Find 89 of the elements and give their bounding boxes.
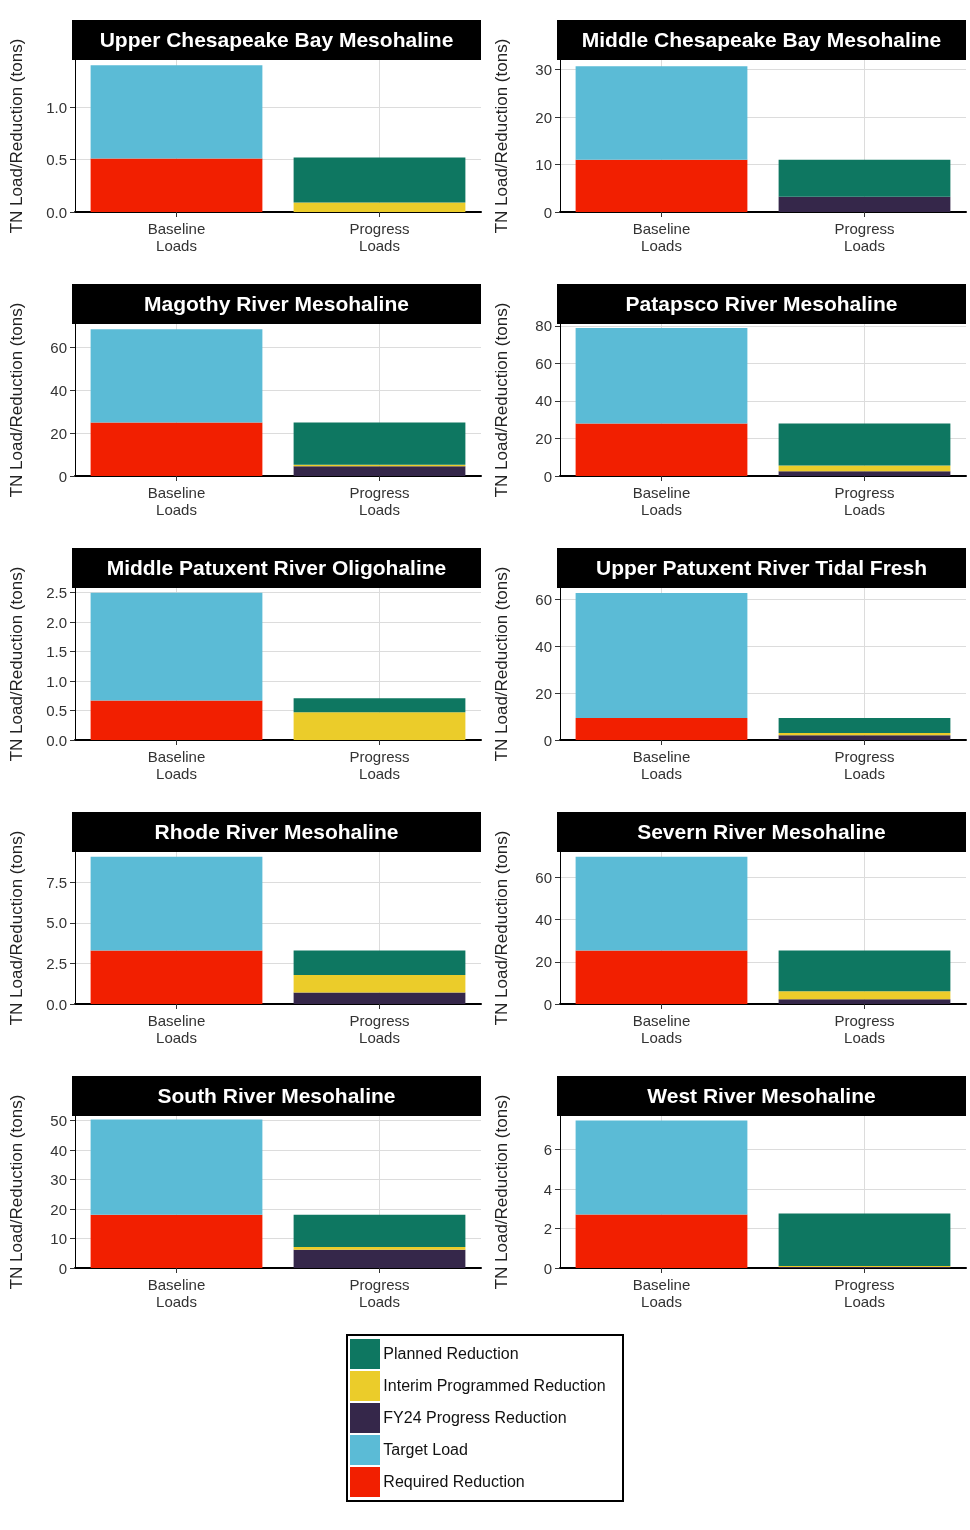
- chart-title: Patapsco River Mesohaline: [557, 284, 966, 324]
- y-tick-label: 50: [50, 1112, 67, 1130]
- y-axis-title: TN Load/Reduction (tons): [7, 1094, 26, 1290]
- y-tick-label: 40: [535, 911, 552, 929]
- x-tick-label: Baseline Loads: [632, 1012, 691, 1046]
- legend-label: FY24 Progress Reduction: [383, 1409, 567, 1427]
- y-tick-label: 0: [58, 467, 67, 485]
- x-tick-label: Baseline Loads: [632, 484, 691, 518]
- x-tick-label: Progress Loads: [349, 1012, 410, 1046]
- y-tick-label: 60: [535, 354, 552, 372]
- y-tick-label: 2.5: [46, 584, 67, 602]
- y-tick-label: 0: [543, 467, 552, 485]
- y-tick-label: 0: [58, 1259, 67, 1277]
- y-tick-label: 0: [543, 731, 552, 749]
- x-tick-label: Progress Loads: [834, 220, 895, 254]
- x-tick-label: Baseline Loads: [632, 220, 691, 254]
- y-axis-title: TN Load/Reduction (tons): [492, 566, 511, 762]
- y-tick-label: 40: [50, 381, 67, 399]
- x-tick-label: Baseline Loads: [632, 1276, 691, 1310]
- x-tick-label: Baseline Loads: [147, 1276, 206, 1310]
- y-tick-label: 6: [543, 1141, 552, 1159]
- y-tick-label: 20: [535, 108, 552, 126]
- x-tick-label: Baseline Loads: [147, 748, 206, 782]
- legend-label: Required Reduction: [383, 1473, 525, 1491]
- y-tick-label: 4: [543, 1180, 552, 1198]
- x-tick-label: Baseline Loads: [147, 484, 206, 518]
- y-tick-label: 30: [535, 61, 552, 78]
- y-tick-label: 40: [535, 392, 552, 410]
- chart-title: Upper Patuxent River Tidal Fresh: [557, 548, 966, 588]
- y-tick-label: 10: [535, 156, 552, 173]
- x-tick-label: Progress Loads: [349, 1276, 410, 1310]
- x-tick-label: Progress Loads: [834, 748, 895, 782]
- y-tick-label: 80: [535, 317, 552, 335]
- y-axis-title: TN Load/Reduction (tons): [7, 566, 26, 762]
- y-tick-label: 5.0: [46, 914, 67, 932]
- y-axis-title: TN Load/Reduction (tons): [492, 302, 511, 498]
- chart-title: Upper Chesapeake Bay Mesohaline: [72, 20, 481, 60]
- y-tick-label: 20: [535, 429, 552, 447]
- y-tick-label: 7.5: [46, 873, 67, 891]
- chart-title: Rhode River Mesohaline: [72, 812, 481, 852]
- y-tick-label: 20: [535, 953, 552, 971]
- y-tick-label: 2: [543, 1220, 552, 1238]
- y-tick-label: 1.5: [46, 643, 67, 661]
- x-tick-label: Progress Loads: [349, 220, 410, 254]
- y-axis-title: TN Load/Reduction (tons): [7, 830, 26, 1026]
- chart-title: West River Mesohaline: [557, 1076, 966, 1116]
- y-tick-label: 20: [50, 1200, 67, 1218]
- legend-label: Target Load: [383, 1441, 468, 1459]
- chart-title: Severn River Mesohaline: [557, 812, 966, 852]
- x-tick-label: Progress Loads: [834, 1276, 895, 1310]
- chart-title: Middle Patuxent River Oligohaline: [72, 548, 481, 588]
- x-tick-label: Progress Loads: [349, 748, 410, 782]
- x-tick-label: Baseline Loads: [632, 748, 691, 782]
- chart-title: South River Mesohaline: [72, 1076, 481, 1116]
- y-tick-label: 60: [535, 591, 552, 609]
- legend-label: Planned Reduction: [383, 1345, 519, 1363]
- y-axis-title: TN Load/Reduction (tons): [492, 830, 511, 1026]
- x-tick-label: Progress Loads: [834, 484, 895, 518]
- chart-title: Middle Chesapeake Bay Mesohaline: [557, 20, 966, 60]
- legend-label: Interim Programmed Reduction: [383, 1377, 606, 1395]
- x-tick-label: Progress Loads: [834, 1012, 895, 1046]
- y-tick-label: 0.0: [46, 203, 67, 221]
- y-tick-label: 2.5: [46, 954, 67, 972]
- y-tick-label: 30: [50, 1171, 67, 1189]
- y-tick-label: 1.0: [46, 672, 67, 690]
- y-axis-title: TN Load/Reduction (tons): [7, 38, 26, 234]
- y-axis-title: TN Load/Reduction (tons): [492, 38, 511, 234]
- y-tick-label: 0.0: [46, 731, 67, 749]
- y-tick-label: 0: [543, 1259, 552, 1277]
- y-tick-label: 0.5: [46, 702, 67, 720]
- y-tick-label: 20: [535, 684, 552, 702]
- y-tick-label: 60: [50, 339, 67, 357]
- y-axis-title: TN Load/Reduction (tons): [7, 302, 26, 498]
- x-tick-label: Progress Loads: [349, 484, 410, 518]
- y-tick-label: 0: [543, 203, 552, 221]
- y-tick-label: 0.5: [46, 151, 67, 169]
- y-tick-label: 10: [50, 1230, 67, 1248]
- x-tick-label: Baseline Loads: [147, 1012, 206, 1046]
- y-tick-label: 40: [50, 1141, 67, 1159]
- y-tick-label: 1.0: [46, 98, 67, 116]
- y-tick-label: 0: [543, 995, 552, 1013]
- y-tick-label: 20: [50, 424, 67, 442]
- y-tick-label: 0.0: [46, 995, 67, 1013]
- chart-title: Magothy River Mesohaline: [72, 284, 481, 324]
- y-tick-label: 2.0: [46, 613, 67, 631]
- y-axis-title: TN Load/Reduction (tons): [492, 1094, 511, 1290]
- x-tick-label: Baseline Loads: [147, 220, 206, 254]
- y-tick-label: 40: [535, 637, 552, 655]
- y-tick-label: 60: [535, 868, 552, 886]
